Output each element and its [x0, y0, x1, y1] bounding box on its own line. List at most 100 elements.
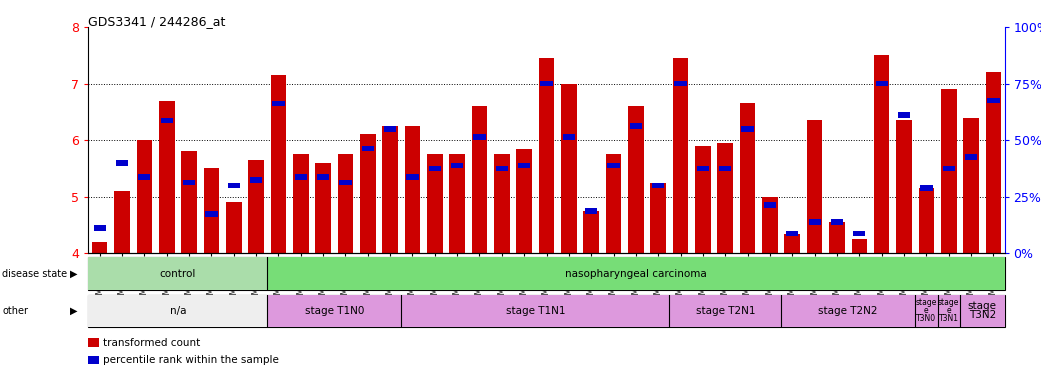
Bar: [987, 98, 999, 103]
Bar: [518, 163, 530, 169]
Bar: [295, 174, 307, 180]
Bar: [563, 134, 575, 140]
Bar: [361, 146, 374, 152]
Bar: [963, 118, 979, 253]
Bar: [719, 166, 732, 171]
Bar: [942, 166, 955, 171]
Bar: [695, 146, 711, 253]
Bar: [228, 183, 239, 188]
Bar: [918, 188, 934, 253]
Bar: [717, 143, 733, 253]
Bar: [204, 169, 220, 253]
Bar: [920, 185, 933, 191]
Bar: [337, 154, 353, 253]
Bar: [875, 81, 888, 86]
Bar: [606, 154, 621, 253]
Bar: [115, 191, 130, 253]
Bar: [451, 163, 463, 169]
Bar: [583, 211, 599, 253]
Bar: [764, 202, 777, 208]
Bar: [854, 231, 865, 237]
Text: disease state: disease state: [2, 268, 68, 279]
Bar: [938, 295, 960, 327]
Text: stage T1N0: stage T1N0: [305, 306, 364, 316]
Text: stage
T3N2: stage T3N2: [968, 301, 996, 320]
Bar: [268, 295, 401, 327]
Bar: [561, 84, 577, 253]
Bar: [315, 163, 331, 253]
Bar: [607, 163, 619, 169]
Text: stage
e
T3N1: stage e T3N1: [938, 298, 960, 323]
Bar: [92, 242, 107, 253]
Bar: [807, 120, 822, 253]
Bar: [384, 126, 397, 132]
Bar: [248, 160, 263, 253]
Bar: [786, 231, 798, 237]
Text: control: control: [159, 268, 196, 279]
Bar: [293, 154, 308, 253]
Bar: [316, 174, 329, 180]
Bar: [675, 81, 687, 86]
Bar: [651, 183, 666, 253]
Bar: [915, 295, 938, 327]
Bar: [762, 197, 778, 253]
Text: transformed count: transformed count: [103, 338, 201, 348]
Bar: [382, 126, 398, 253]
Bar: [160, 118, 173, 123]
Bar: [94, 225, 106, 231]
Bar: [781, 295, 915, 327]
Bar: [896, 120, 912, 253]
Bar: [88, 295, 268, 327]
Bar: [516, 149, 532, 253]
Bar: [429, 166, 441, 171]
Bar: [88, 338, 99, 347]
Bar: [474, 134, 486, 140]
Text: stage
e
T3N0: stage e T3N0: [916, 298, 937, 323]
Bar: [496, 166, 508, 171]
Bar: [873, 55, 889, 253]
Bar: [183, 180, 195, 185]
Bar: [960, 295, 1005, 327]
Text: stage T2N1: stage T2N1: [695, 306, 755, 316]
Bar: [628, 106, 643, 253]
Bar: [830, 222, 845, 253]
Bar: [831, 220, 843, 225]
Text: other: other: [2, 306, 28, 316]
Bar: [339, 180, 352, 185]
Bar: [205, 211, 218, 217]
Bar: [406, 174, 418, 180]
Bar: [405, 126, 421, 253]
Bar: [540, 81, 553, 86]
Text: n/a: n/a: [170, 306, 186, 316]
Text: ▶: ▶: [70, 268, 77, 279]
Bar: [273, 101, 284, 106]
Bar: [360, 134, 376, 253]
Bar: [226, 202, 242, 253]
Bar: [785, 233, 801, 253]
Bar: [669, 295, 781, 327]
Bar: [585, 208, 598, 214]
Bar: [401, 295, 669, 327]
Text: GDS3341 / 244286_at: GDS3341 / 244286_at: [88, 15, 226, 28]
Bar: [898, 112, 910, 118]
Bar: [427, 154, 442, 253]
Bar: [271, 75, 286, 253]
Bar: [630, 123, 642, 129]
Bar: [268, 257, 1005, 290]
Bar: [250, 177, 262, 183]
Bar: [672, 58, 688, 253]
Bar: [88, 356, 99, 364]
Bar: [986, 72, 1001, 253]
Text: percentile rank within the sample: percentile rank within the sample: [103, 355, 279, 365]
Bar: [941, 89, 957, 253]
Bar: [538, 58, 555, 253]
Text: ▶: ▶: [70, 306, 77, 316]
Bar: [494, 154, 510, 253]
Bar: [852, 239, 867, 253]
Bar: [652, 183, 664, 188]
Bar: [696, 166, 709, 171]
Bar: [159, 101, 175, 253]
Bar: [116, 160, 128, 166]
Bar: [181, 152, 197, 253]
Bar: [741, 126, 754, 132]
